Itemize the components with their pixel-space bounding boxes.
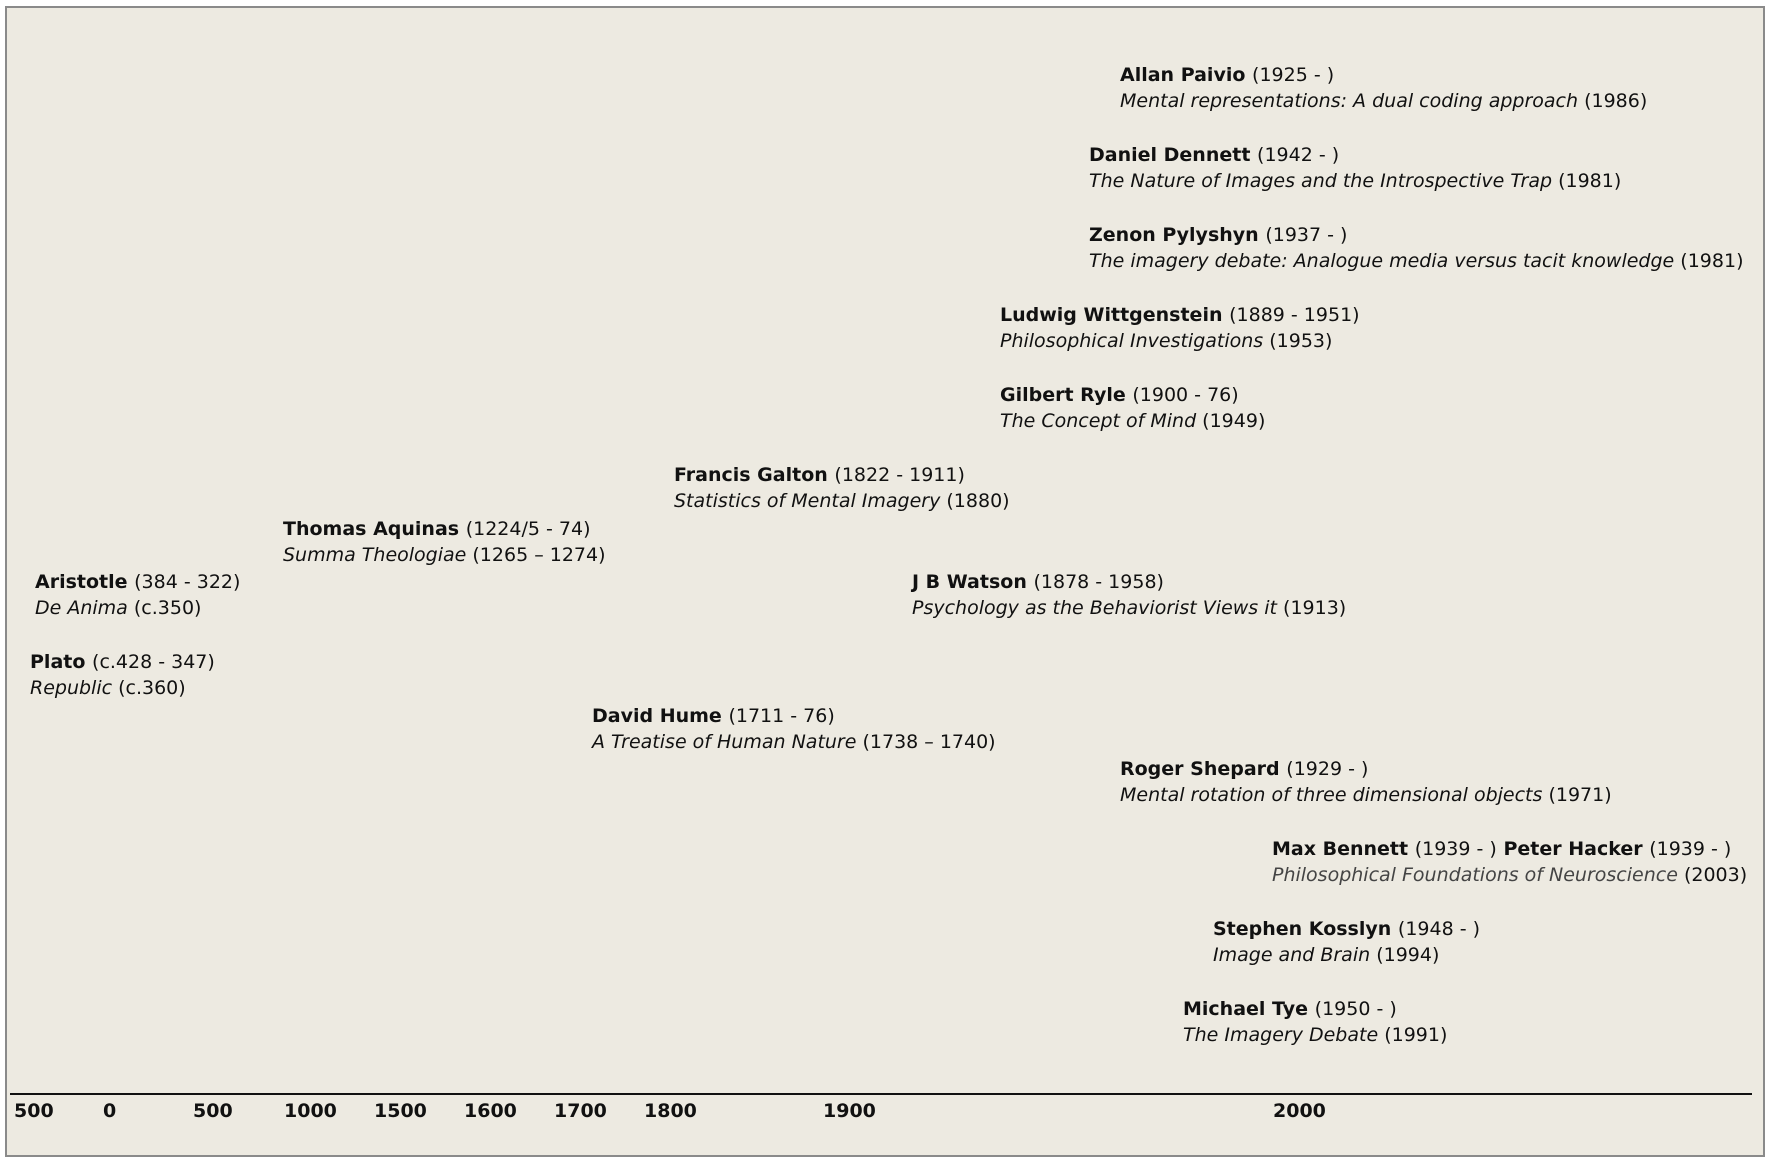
person-dates: (1711 - 76)	[728, 705, 835, 727]
work-year: (1981)	[1680, 250, 1744, 272]
axis-tick-label: 1000	[284, 1100, 337, 1122]
work-title: Philosophical Foundations of Neuroscienc…	[1272, 864, 1678, 886]
work-title: The Concept of Mind	[1000, 410, 1197, 432]
work-year: (c.350)	[133, 597, 202, 619]
entry-allan-paivio: Allan Paivio (1925 - ) Mental representa…	[1120, 62, 1647, 114]
person-dates: (1937 - )	[1265, 224, 1348, 246]
axis-tick-label: 1700	[554, 1100, 607, 1122]
entry-ludwig-wittgenstein: Ludwig Wittgenstein (1889 - 1951) Philos…	[1000, 302, 1360, 354]
work-title: Summa Theologiae	[283, 544, 467, 566]
person-name: Michael Tye	[1183, 998, 1309, 1020]
entry-roger-shepard: Roger Shepard (1929 - ) Mental rotation …	[1120, 756, 1612, 808]
work-title: The Nature of Images and the Introspecti…	[1089, 170, 1553, 192]
work-title: Mental rotation of three dimensional obj…	[1120, 784, 1543, 806]
axis-tick-label: 1800	[644, 1100, 697, 1122]
person-dates: (1925 - )	[1252, 64, 1335, 86]
person-dates: (1822 - 1911)	[834, 464, 965, 486]
entry-daniel-dennett: Daniel Dennett (1942 - ) The Nature of I…	[1089, 142, 1621, 194]
axis-tick-label: 1600	[464, 1100, 517, 1122]
person-name: Thomas Aquinas	[283, 518, 460, 540]
entry-stephen-kosslyn: Stephen Kosslyn (1948 - ) Image and Brai…	[1213, 916, 1480, 968]
person-dates: (1948 - )	[1397, 918, 1481, 940]
person-name: J B Watson	[912, 571, 1027, 593]
person-dates-2: (1939 - )	[1649, 838, 1732, 860]
work-title: Psychology as the Behaviorist Views it	[912, 597, 1277, 619]
timeline-axis	[10, 1093, 1752, 1095]
axis-tick-label: 500	[14, 1100, 54, 1122]
work-title: Statistics of Mental Imagery	[674, 490, 941, 512]
entry-zenon-pylyshyn: Zenon Pylyshyn (1937 - ) The imagery deb…	[1089, 222, 1743, 274]
work-title: De Anima	[35, 597, 128, 619]
work-title: Philosophical Investigations	[1000, 330, 1264, 352]
axis-tick-label: 2000	[1273, 1100, 1326, 1122]
person-name: Max Bennett	[1272, 838, 1409, 860]
work-title: The imagery debate: Analogue media versu…	[1089, 250, 1675, 272]
work-year: (1971)	[1548, 784, 1612, 806]
entry-jb-watson: J B Watson (1878 - 1958) Psychology as t…	[912, 569, 1346, 621]
person-name: Stephen Kosslyn	[1213, 918, 1392, 940]
axis-tick-label: 0	[103, 1100, 117, 1122]
entry-thomas-aquinas: Thomas Aquinas (1224/5 - 74) Summa Theol…	[283, 516, 606, 568]
entry-francis-galton: Francis Galton (1822 - 1911) Statistics …	[674, 462, 1010, 514]
work-title: Republic	[30, 677, 113, 699]
work-year: (1994)	[1376, 944, 1440, 966]
person-dates: (1900 - 76)	[1132, 384, 1239, 406]
axis-tick-label: 1900	[823, 1100, 876, 1122]
person-name: Roger Shepard	[1120, 758, 1280, 780]
person-name: Allan Paivio	[1120, 64, 1246, 86]
person-dates: (1878 - 1958)	[1033, 571, 1164, 593]
person-name: Aristotle	[35, 571, 128, 593]
work-year: (1981)	[1558, 170, 1622, 192]
person-dates: (384 - 322)	[134, 571, 241, 593]
entry-michael-tye: Michael Tye (1950 - ) The Imagery Debate…	[1183, 996, 1447, 1048]
person-dates: (c.428 - 347)	[92, 651, 215, 673]
work-year: (1991)	[1384, 1024, 1448, 1046]
person-dates: (1939 - )	[1414, 838, 1497, 860]
work-year: (1949)	[1202, 410, 1266, 432]
person-dates: (1929 - )	[1286, 758, 1369, 780]
person-dates: (1889 - 1951)	[1229, 304, 1360, 326]
timeline-panel	[5, 6, 1765, 1157]
work-year: (2003)	[1683, 864, 1748, 886]
work-year: (1913)	[1283, 597, 1347, 619]
entry-david-hume: David Hume (1711 - 76) A Treatise of Hum…	[592, 703, 996, 755]
work-year: (1986)	[1584, 90, 1648, 112]
work-year: (1953)	[1269, 330, 1333, 352]
entry-gilbert-ryle: Gilbert Ryle (1900 - 76) The Concept of …	[1000, 382, 1265, 434]
work-title: Mental representations: A dual coding ap…	[1120, 90, 1579, 112]
entry-bennett-hacker: Max Bennett (1939 - ) Peter Hacker (1939…	[1272, 836, 1747, 888]
work-year: (1265 – 1274)	[472, 544, 606, 566]
work-year: (1738 – 1740)	[862, 731, 996, 753]
work-title: A Treatise of Human Nature	[592, 731, 857, 753]
person-dates: (1950 - )	[1314, 998, 1397, 1020]
entry-plato: Plato (c.428 - 347) Republic (c.360)	[30, 649, 215, 701]
person-name: Zenon Pylyshyn	[1089, 224, 1259, 246]
person-name: David Hume	[592, 705, 722, 727]
person-name: Ludwig Wittgenstein	[1000, 304, 1223, 326]
work-year: (c.360)	[118, 677, 186, 699]
work-title: The Imagery Debate	[1183, 1024, 1379, 1046]
entry-aristotle: Aristotle (384 - 322) De Anima (c.350)	[35, 569, 240, 621]
person-dates: (1224/5 - 74)	[465, 518, 591, 540]
person-name-2: Peter Hacker	[1503, 838, 1643, 860]
person-dates: (1942 - )	[1257, 144, 1340, 166]
work-year: (1880)	[946, 490, 1010, 512]
axis-tick-label: 1500	[374, 1100, 427, 1122]
work-title: Image and Brain	[1213, 944, 1371, 966]
person-name: Gilbert Ryle	[1000, 384, 1126, 406]
person-name: Daniel Dennett	[1089, 144, 1251, 166]
person-name: Francis Galton	[674, 464, 828, 486]
axis-tick-label: 500	[193, 1100, 233, 1122]
person-name: Plato	[30, 651, 86, 673]
